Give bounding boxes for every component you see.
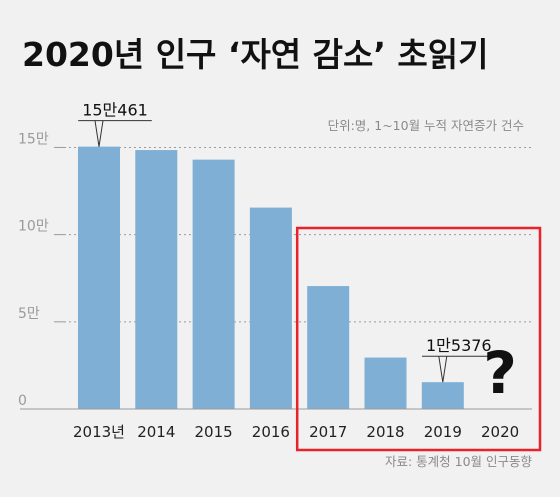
bar: [135, 150, 178, 409]
data-label: ?: [483, 339, 517, 407]
y-tick-label: 10만: [18, 219, 49, 235]
bars: [78, 146, 464, 409]
data-label: 1만5376: [426, 336, 492, 355]
bar: [78, 146, 120, 409]
data-label: 15만461: [82, 101, 148, 120]
bar: [307, 286, 350, 409]
x-tick-label: 2017: [309, 423, 347, 441]
x-tick-label: 2016: [252, 423, 290, 441]
x-tick-label: 2015: [195, 423, 233, 441]
bar: [192, 159, 235, 409]
x-axis-ticks: 2013년 2014 2015 2016 2017 2018 2019 2020: [73, 423, 519, 441]
bar: [421, 382, 464, 409]
y-tick-label: 0: [18, 393, 27, 409]
x-tick-label: 2013년: [73, 423, 125, 441]
y-tick-label: 15만: [18, 131, 49, 147]
bar: [364, 357, 407, 409]
source-note: 자료: 통계청 10월 인구동향: [385, 454, 533, 469]
bar: [249, 207, 292, 409]
gridlines: [64, 146, 532, 323]
y-axis-ticks: 0 5만 10만 15만: [18, 131, 64, 410]
x-tick-label: 2020: [481, 423, 519, 441]
x-tick-label: 2019: [424, 423, 462, 441]
highlight-box: [295, 226, 542, 452]
chart-title: 2020년 인구 ‘자연 감소’ 초읽기: [22, 35, 488, 74]
x-tick-label: 2014: [137, 423, 175, 441]
data-label-pointer: [438, 356, 448, 383]
data-label-pointer: [94, 120, 104, 147]
unit-note: 단위:명, 1~10월 누적 자연증가 건수: [328, 118, 524, 133]
y-tick-label: 5만: [18, 306, 40, 322]
x-tick-label: 2018: [366, 423, 404, 441]
data-labels: 15만461 1만5376?: [78, 101, 517, 407]
